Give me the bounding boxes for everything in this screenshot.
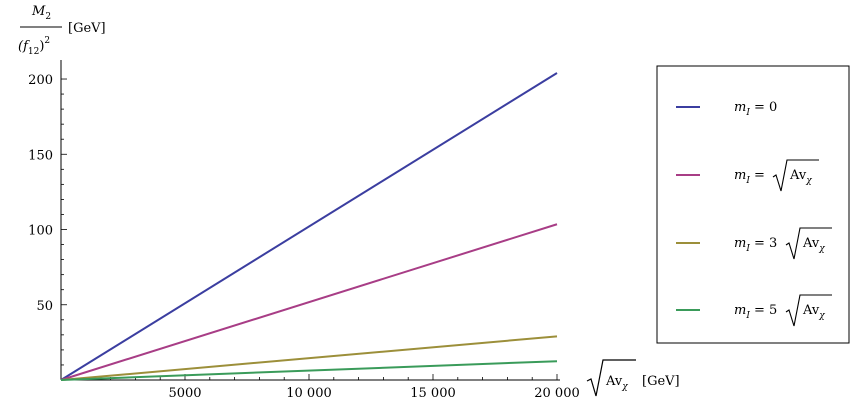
- legend-label: mI = 5: [734, 303, 777, 321]
- legend-label: mI = 3: [734, 236, 777, 254]
- legend-item-1: mI = 0: [676, 100, 777, 118]
- legend-item-3: mI = 3 Avχ: [676, 227, 832, 260]
- legend: mI = 0 mI = Avχ mI = 3 Avχ mI = 5 Avχ: [656, 65, 850, 344]
- legend-sqrt-icon: [785, 227, 832, 260]
- series-line-4: [60, 360, 558, 381]
- legend-sqrt-icon: [785, 294, 832, 327]
- y-label-denominator: (f12)2: [18, 36, 50, 57]
- legend-root-text: Avχ: [802, 303, 825, 321]
- series-line-2: [60, 223, 558, 381]
- x-label-root-text: Avχ: [605, 374, 628, 392]
- x-axis-label: Avχ [GeV]: [586, 359, 680, 397]
- legend-box: [656, 65, 850, 344]
- legend-items: mI = 0 mI = Avχ mI = 3 Avχ mI = 5 Avχ: [676, 100, 832, 327]
- series-line-1: [60, 72, 558, 381]
- x-tick-label: 15 000: [410, 386, 456, 401]
- legend-root-text: Avχ: [789, 168, 812, 186]
- legend-sqrt-icon: [772, 159, 819, 192]
- legend-item-4: mI = 5 Avχ: [676, 294, 832, 327]
- y-tick-label: 50: [36, 299, 53, 314]
- y-tick-label: 200: [28, 73, 53, 88]
- series-line-3: [60, 335, 558, 381]
- y-axis-label: M2 (f12)2 [GeV]: [18, 4, 106, 57]
- series-lines: [60, 72, 558, 381]
- x-tick-label: 20 000: [534, 386, 580, 401]
- legend-label: mI = 0: [734, 100, 777, 118]
- y-label-numerator: M2: [31, 4, 51, 22]
- x-label-unit: [GeV]: [642, 374, 680, 389]
- y-tick-label: 100: [28, 224, 53, 239]
- x-tick-label: 10 000: [286, 386, 332, 401]
- axes: [60, 60, 560, 381]
- legend-root-text: Avχ: [802, 236, 825, 254]
- y-tick-label: 150: [28, 148, 53, 163]
- y-label-unit: [GeV]: [68, 21, 106, 36]
- x-tick-label: 5000: [168, 386, 201, 401]
- legend-label: mI =: [734, 168, 765, 186]
- x-label-sqrt-icon: [586, 359, 636, 397]
- ticks: 5000 10 000 15 000 20 000 50 100 150 200: [28, 73, 580, 401]
- legend-item-2: mI = Avχ: [676, 159, 819, 192]
